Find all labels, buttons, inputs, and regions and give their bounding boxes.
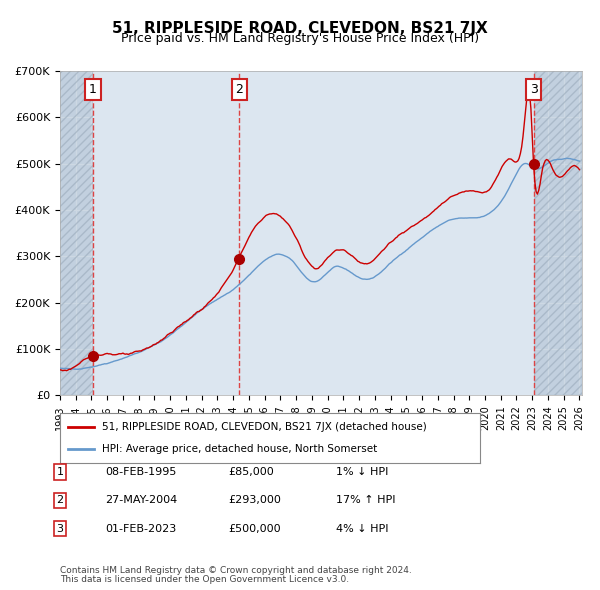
Text: 4% ↓ HPI: 4% ↓ HPI (336, 524, 389, 533)
Text: 3: 3 (530, 83, 538, 96)
Bar (533, 71, 582, 395)
Text: 2: 2 (236, 83, 244, 96)
Text: 51, RIPPLESIDE ROAD, CLEVEDON, BS21 7JX (detached house): 51, RIPPLESIDE ROAD, CLEVEDON, BS21 7JX … (102, 422, 427, 432)
Text: Contains HM Land Registry data © Crown copyright and database right 2024.: Contains HM Land Registry data © Crown c… (60, 566, 412, 575)
Text: 2: 2 (56, 496, 64, 505)
Text: 51, RIPPLESIDE ROAD, CLEVEDON, BS21 7JX: 51, RIPPLESIDE ROAD, CLEVEDON, BS21 7JX (112, 21, 488, 35)
Text: £85,000: £85,000 (228, 467, 274, 477)
Text: 1: 1 (56, 467, 64, 477)
Bar (60, 71, 93, 395)
Text: 1% ↓ HPI: 1% ↓ HPI (336, 467, 388, 477)
Text: 01-FEB-2023: 01-FEB-2023 (105, 524, 176, 533)
Text: 3: 3 (56, 524, 64, 533)
Text: 08-FEB-1995: 08-FEB-1995 (105, 467, 176, 477)
Text: 1: 1 (89, 83, 97, 96)
Bar (239, 71, 533, 395)
Text: HPI: Average price, detached house, North Somerset: HPI: Average price, detached house, Nort… (102, 444, 377, 454)
Text: 17% ↑ HPI: 17% ↑ HPI (336, 496, 395, 505)
Text: 27-MAY-2004: 27-MAY-2004 (105, 496, 177, 505)
Bar (93, 71, 239, 395)
Text: This data is licensed under the Open Government Licence v3.0.: This data is licensed under the Open Gov… (60, 575, 349, 584)
Text: £293,000: £293,000 (228, 496, 281, 505)
Text: £500,000: £500,000 (228, 524, 281, 533)
Text: Price paid vs. HM Land Registry's House Price Index (HPI): Price paid vs. HM Land Registry's House … (121, 32, 479, 45)
